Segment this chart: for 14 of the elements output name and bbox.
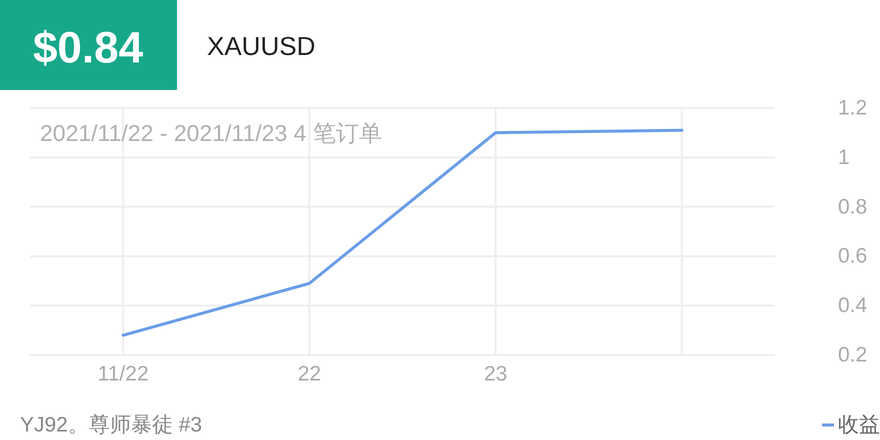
text: 2021/11/22 - 2021/11/23 4 笔订单 [40,120,382,146]
x-tick-label: 11/22 [98,362,149,386]
text: YJ92。尊师暴徒 #3 [20,414,202,436]
y-tick-label: 0.4 [838,294,868,318]
y-tick-label: 0.8 [838,195,868,218]
legend-label: 收益 [838,414,880,436]
text: $0.84 [32,24,144,72]
y-tick-label: 1 [838,146,850,169]
chart-title: XAUUSD [207,31,316,61]
y-tick-label: 0.2 [838,344,868,366]
x-tick-label: 23 [484,362,508,386]
x-tick-label: 22 [298,362,322,386]
y-tick-label: 0.6 [838,244,868,268]
y-tick-label: 1.2 [838,96,868,120]
